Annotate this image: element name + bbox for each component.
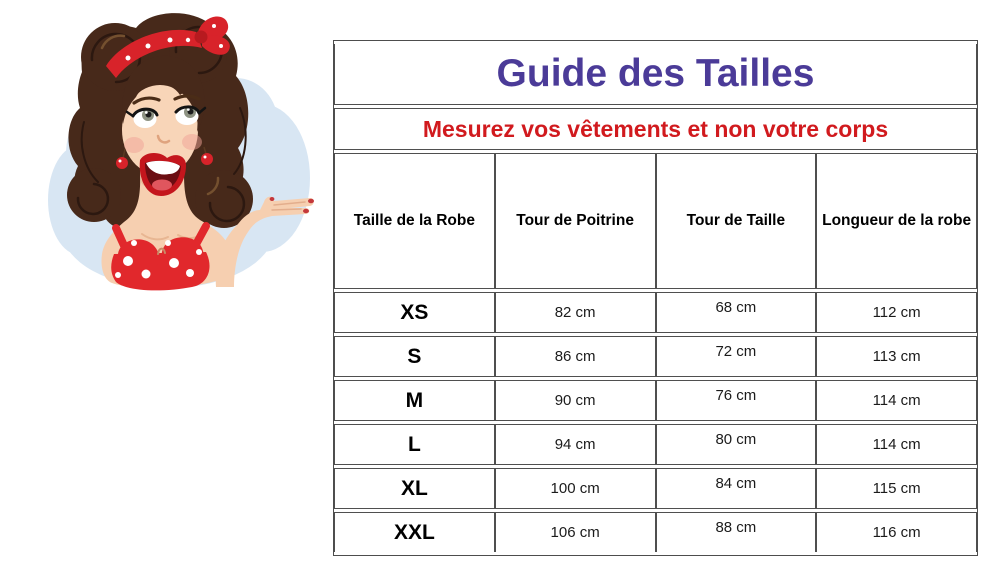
column-header-taille-robe: Taille de la Robe: [334, 153, 495, 289]
taille-value: 84 cm: [715, 475, 757, 492]
table-row-xxl: XXL 106 cm 88 cm 116 cm: [334, 512, 977, 552]
size-value: XL: [400, 476, 428, 500]
size-value: M: [405, 388, 424, 412]
table-row-xs: XS 82 cm 68 cm 112 cm: [334, 292, 977, 333]
face: [122, 85, 202, 175]
facial-features: [125, 94, 207, 196]
size-guide: Guide des Tailles Mesurez vos vêtements …: [333, 40, 978, 556]
pinup-girl-illustration: [48, 13, 314, 291]
longueur-value: 116 cm: [816, 512, 977, 552]
taille-value: 88 cm: [715, 519, 757, 536]
longueur-value: 112 cm: [816, 292, 977, 333]
size-guide-subtitle-cell: Mesurez vos vêtements et non votre corps: [334, 108, 977, 150]
column-header-longueur-robe: Longueur de la robe: [816, 153, 977, 289]
poitrine-value: 82 cm: [494, 292, 656, 333]
size-value: S: [407, 344, 422, 368]
size-value: XS: [400, 300, 429, 324]
presenting-hand: [215, 196, 314, 287]
poitrine-value: 90 cm: [494, 380, 656, 421]
size-guide-title-cell: Guide des Tailles: [334, 44, 977, 105]
polka-dot-headband: [106, 16, 230, 78]
taille-value: 76 cm: [715, 387, 757, 404]
size-value: L: [407, 432, 421, 456]
size-value: XXL: [393, 520, 435, 544]
table-row-xl: XL 100 cm 84 cm 115 cm: [334, 468, 977, 509]
table-row-s: S 86 cm 72 cm 113 cm: [334, 336, 977, 377]
size-guide-table: Guide des Tailles Mesurez vos vêtements …: [333, 40, 978, 556]
subtitle: Mesurez vos vêtements et non votre corps: [422, 115, 889, 142]
cherry-earrings: [116, 146, 213, 169]
longueur-value: 115 cm: [816, 468, 977, 509]
column-header-tour-poitrine: Tour de Poitrine: [494, 153, 656, 289]
poitrine-value: 94 cm: [494, 424, 656, 465]
table-row-l: L 94 cm 80 cm 114 cm: [334, 424, 977, 465]
poitrine-value: 100 cm: [494, 468, 656, 509]
taille-value: 80 cm: [715, 431, 757, 448]
table-row-m: M 90 cm 76 cm 114 cm: [334, 380, 977, 421]
column-header-tour-taille: Tour de Taille: [655, 153, 817, 289]
longueur-value: 114 cm: [816, 424, 977, 465]
longueur-value: 114 cm: [816, 380, 977, 421]
taille-value: 72 cm: [715, 343, 757, 360]
poitrine-value: 86 cm: [494, 336, 656, 377]
polka-dot-top: [111, 222, 210, 291]
longueur-value: 113 cm: [816, 336, 977, 377]
hair-front: [122, 55, 205, 132]
taille-value: 68 cm: [715, 299, 757, 316]
page-title: Guide des Tailles: [496, 52, 815, 95]
poitrine-value: 106 cm: [494, 512, 656, 552]
